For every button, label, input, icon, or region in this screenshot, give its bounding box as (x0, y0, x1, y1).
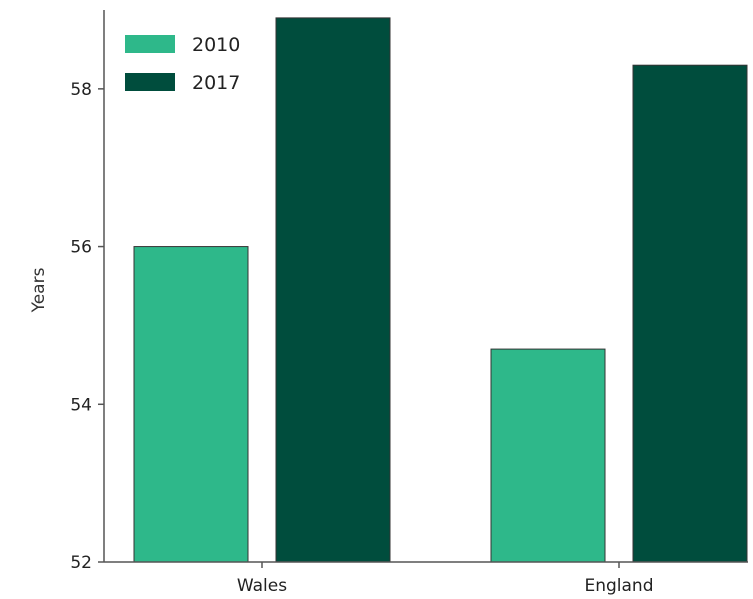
x-tick-label: Wales (237, 576, 287, 596)
y-axis-title: Years (29, 267, 49, 313)
legend-swatch-2017 (125, 73, 175, 91)
y-tick-label: 52 (70, 553, 92, 573)
legend: 2010 2017 (125, 34, 240, 94)
y-tick-label: 56 (70, 238, 92, 258)
x-tick-label: England (584, 576, 653, 596)
x-axis-ticks: Wales England (237, 562, 654, 596)
y-tick-label: 58 (70, 80, 92, 100)
bar-england-2010 (490, 348, 606, 563)
bar-wales-2010 (133, 246, 249, 563)
bar-england-2017 (632, 64, 748, 563)
legend-label-2017: 2017 (192, 72, 240, 94)
legend-label-2010: 2010 (192, 34, 240, 56)
bars-group (133, 17, 748, 563)
y-axis-ticks: 52 54 56 58 (70, 80, 104, 573)
bar-wales-2017 (275, 17, 391, 563)
legend-swatch-2010 (125, 35, 175, 53)
y-tick-label: 54 (70, 395, 92, 415)
